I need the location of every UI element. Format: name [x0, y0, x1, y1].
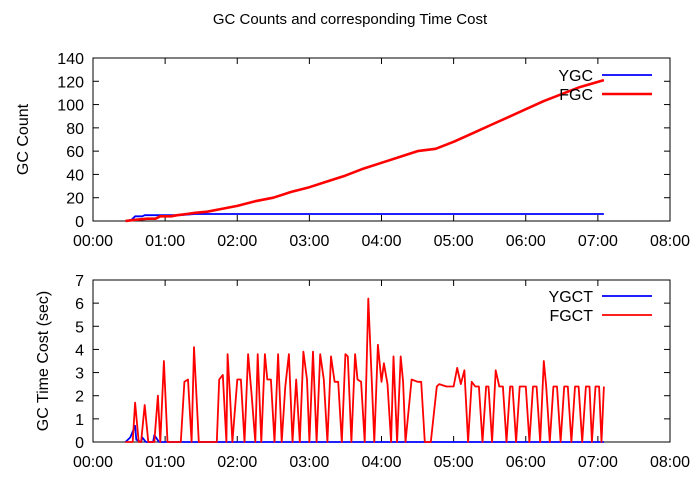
time-y-axis-label: GC Time Cost (sec) — [35, 291, 52, 431]
time-y-tick-label: 5 — [75, 319, 84, 336]
count-x-tick-label: 00:00 — [73, 233, 113, 250]
time-y-tick-label: 2 — [75, 389, 84, 406]
count-y-tick-label: 140 — [57, 51, 84, 68]
count-x-tick-label: 04:00 — [361, 233, 401, 250]
count-y-tick-label: 20 — [66, 191, 84, 208]
time-x-tick-label: 08:00 — [650, 454, 690, 471]
time-x-tick-label: 05:00 — [434, 454, 474, 471]
count-series-line-fgc — [125, 78, 605, 223]
count-series-line-ygc — [125, 213, 604, 222]
count-x-tick-label: 08:00 — [650, 233, 690, 250]
count-x-tick-label: 05:00 — [434, 233, 474, 250]
count-y-tick-label: 120 — [57, 74, 84, 91]
count-y-tick-label: 40 — [66, 167, 84, 184]
time-x-tick-label: 01:00 — [145, 454, 185, 471]
time-x-tick-label: 06:00 — [506, 454, 546, 471]
count-legend-label: YGC — [558, 68, 593, 85]
count-y-axis-label: GC Count — [15, 103, 32, 175]
figure-title: GC Counts and corresponding Time Cost — [213, 11, 488, 28]
time-y-tick-label: 0 — [75, 435, 84, 452]
count-legend-label: FGC — [559, 87, 593, 104]
time-y-tick-label: 4 — [75, 342, 84, 359]
count-x-tick-label: 06:00 — [506, 233, 546, 250]
time-x-tick-label: 07:00 — [578, 454, 618, 471]
time-series-line-fgct — [125, 297, 605, 443]
time-y-tick-label: 1 — [75, 412, 84, 429]
count-x-tick-label: 02:00 — [217, 233, 257, 250]
time-legend-label: FGCT — [549, 308, 593, 325]
time-legend-label: YGCT — [549, 289, 594, 306]
count-x-tick-label: 07:00 — [578, 233, 618, 250]
time-y-tick-label: 7 — [75, 273, 84, 290]
count-y-tick-label: 60 — [66, 144, 84, 161]
count-y-tick-label: 0 — [75, 214, 84, 231]
time-x-tick-label: 03:00 — [289, 454, 329, 471]
count-x-tick-label: 03:00 — [289, 233, 329, 250]
count-x-tick-label: 01:00 — [145, 233, 185, 250]
time-x-tick-label: 00:00 — [73, 454, 113, 471]
time-x-tick-label: 04:00 — [361, 454, 401, 471]
count-y-tick-label: 100 — [57, 98, 84, 115]
count-y-tick-label: 80 — [66, 121, 84, 138]
time-x-tick-label: 02:00 — [217, 454, 257, 471]
time-y-tick-label: 6 — [75, 296, 84, 313]
time-y-tick-label: 3 — [75, 366, 84, 383]
